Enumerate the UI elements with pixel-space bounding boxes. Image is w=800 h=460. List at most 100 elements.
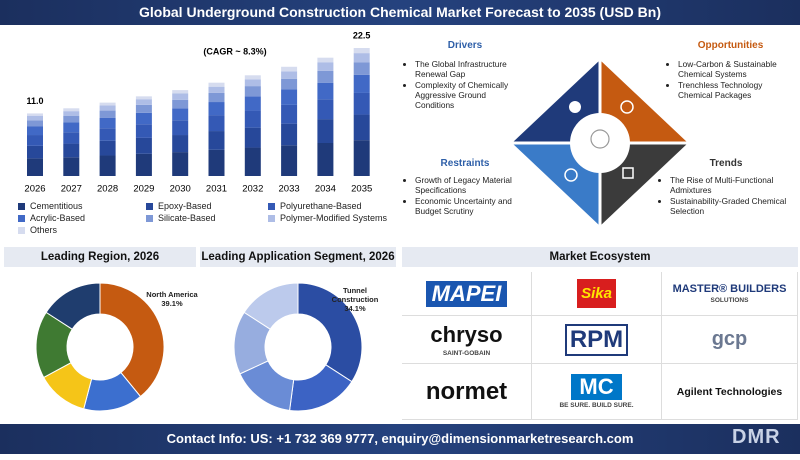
bar-segment bbox=[27, 120, 43, 127]
bar-segment bbox=[244, 110, 261, 128]
bar-segment bbox=[27, 115, 43, 121]
company-logo: RPM bbox=[564, 323, 629, 356]
list-item: Growth of Legacy Material Specifications bbox=[415, 175, 525, 195]
legend-swatch bbox=[146, 214, 153, 222]
trends-list: The Rise of Multi-Functional AdmixturesS… bbox=[660, 175, 792, 216]
value-label: 34.1% bbox=[344, 304, 366, 313]
x-tick-label: 2035 bbox=[351, 184, 372, 195]
data-label: Tunnel Construction 34.1% bbox=[324, 286, 386, 313]
donut-segment bbox=[243, 282, 299, 330]
bar-segment bbox=[208, 82, 225, 87]
bar-segment bbox=[172, 152, 189, 176]
bar-segment bbox=[99, 117, 116, 129]
drivers: Drivers The Global Infrastructure Renewa… bbox=[405, 40, 525, 111]
list-item: Trenchless Technology Chemical Packages bbox=[678, 80, 793, 100]
bar-segment bbox=[208, 102, 225, 116]
bar-segment bbox=[208, 92, 225, 103]
bar-segment bbox=[208, 149, 225, 176]
logo-cell: gcp bbox=[662, 316, 798, 364]
x-tick-label: 2028 bbox=[97, 184, 118, 195]
company-logo: gcp bbox=[711, 328, 748, 350]
bar-segment bbox=[135, 137, 152, 154]
bar-segment bbox=[281, 104, 298, 124]
footer: Contact Info: US: +1 732 369 9777, enqui… bbox=[0, 424, 800, 454]
data-label: North America 39.1% bbox=[141, 290, 203, 308]
bar-segment bbox=[27, 145, 43, 159]
header: Global Underground Construction Chemical… bbox=[0, 0, 800, 25]
legend-label: Epoxy-Based bbox=[158, 201, 212, 211]
total-label: 22.5 bbox=[353, 30, 371, 40]
logo-cell: chryso SAINT-GOBAIN bbox=[402, 316, 532, 364]
bar-segment bbox=[317, 119, 334, 144]
bar-segment bbox=[353, 140, 370, 176]
list-item: Complexity of Chemically Aggressive Grou… bbox=[415, 80, 525, 110]
donut-chart bbox=[233, 282, 363, 412]
restraints-title: Restraints bbox=[440, 158, 490, 169]
icon bbox=[620, 100, 634, 114]
icon bbox=[564, 168, 578, 182]
bar-segment bbox=[135, 124, 152, 138]
bar-segment bbox=[208, 131, 225, 150]
opportunities-list: Low-Carbon & Sustainable Chemical System… bbox=[668, 59, 793, 100]
trends-title: Trends bbox=[709, 158, 743, 169]
bar-segment bbox=[244, 86, 261, 97]
company-logo: MC bbox=[571, 374, 622, 400]
bar-segment bbox=[63, 143, 80, 158]
list-item: Low-Carbon & Sustainable Chemical System… bbox=[678, 59, 793, 79]
list-item: Sustainability-Graded Chemical Selection bbox=[670, 196, 792, 216]
company-subtext: SAINT-GOBAIN bbox=[442, 350, 491, 357]
icon bbox=[590, 129, 610, 149]
bar-segment bbox=[99, 140, 116, 156]
total-label: 11.0 bbox=[26, 96, 43, 106]
trends-quadrant bbox=[600, 143, 688, 226]
value-label: 39.1% bbox=[161, 299, 183, 308]
company-subtext: SOLUTIONS bbox=[710, 297, 749, 304]
bar-segment bbox=[172, 135, 189, 153]
bar-segment bbox=[281, 78, 298, 90]
bar-segment bbox=[63, 108, 80, 112]
legend-swatch bbox=[18, 214, 25, 222]
x-tick-label: 2031 bbox=[206, 184, 227, 195]
bar-segment bbox=[281, 123, 298, 146]
legend-item: Polyurethane-Based bbox=[268, 201, 398, 211]
bar-segment bbox=[208, 115, 225, 132]
x-tick-label: 2032 bbox=[242, 184, 263, 195]
legend: Cementitious Epoxy-Based Polyurethane-Base… bbox=[18, 201, 398, 235]
bar-segment bbox=[63, 132, 80, 144]
bar-chart: (CAGR ~ 8.3%) 2026 2027 2028 2029 2030 2031 203… bbox=[24, 30, 372, 195]
bar-segment bbox=[353, 62, 370, 75]
icon bbox=[569, 101, 581, 113]
bar-segment bbox=[135, 104, 152, 113]
list-item: The Rise of Multi-Functional Admixtures bbox=[670, 175, 792, 195]
logo: DMR bbox=[732, 426, 781, 448]
legend-swatch bbox=[18, 202, 25, 210]
restraints-list: Growth of Legacy Material Specifications… bbox=[405, 175, 525, 216]
x-tick-label: 2026 bbox=[24, 184, 45, 195]
bar-segment bbox=[244, 127, 261, 148]
icon bbox=[622, 167, 634, 179]
logo-cell: MAPEI bbox=[402, 272, 532, 316]
logo-cell: MC BE SURE. BUILD SURE. bbox=[532, 364, 662, 420]
bar-segment bbox=[317, 82, 334, 100]
bar-segment bbox=[353, 48, 370, 54]
logo-cell: MASTER® BUILDERS SOLUTIONS bbox=[662, 272, 798, 316]
category-label: Tunnel Construction bbox=[331, 286, 379, 304]
bar-segment bbox=[281, 145, 298, 176]
bar-segment bbox=[135, 99, 152, 105]
x-tick-label: 2030 bbox=[170, 184, 191, 195]
logo-cell: Sika bbox=[532, 272, 662, 316]
bar-segment bbox=[27, 135, 43, 146]
legend-label: Acrylic-Based bbox=[30, 213, 86, 223]
bar-segment bbox=[63, 111, 80, 116]
subtitle: (CAGR ~ 8.3%) bbox=[203, 46, 266, 56]
company-logo: chryso bbox=[430, 322, 503, 347]
bar-segment bbox=[353, 114, 370, 141]
restraints-quadrant bbox=[512, 143, 600, 226]
quadrant-diagram bbox=[512, 60, 688, 226]
bar-segment bbox=[244, 147, 261, 176]
trends: Trends The Rise of Multi-Functional Admi… bbox=[660, 158, 792, 217]
legend-item: Cementitious bbox=[18, 201, 146, 211]
donut-segment bbox=[99, 282, 165, 398]
section-header: Leading Region, 2026 bbox=[4, 247, 196, 267]
